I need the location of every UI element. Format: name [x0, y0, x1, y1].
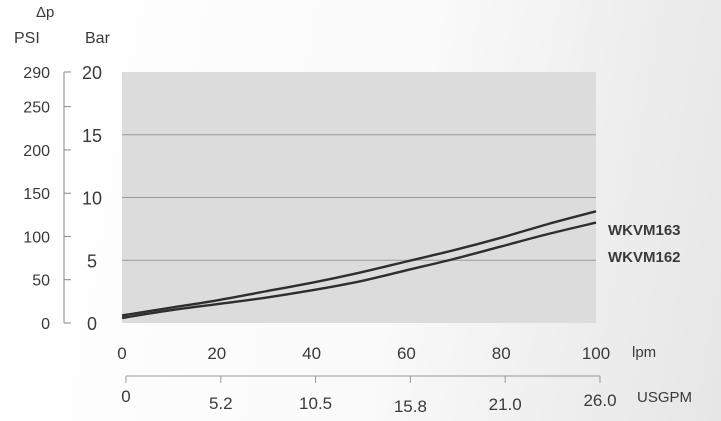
bar-tick-label-0: 0 — [87, 314, 97, 334]
lpm-tick-label-20: 20 — [207, 344, 226, 363]
bar-tick-label-5: 5 — [87, 251, 97, 271]
lpm-unit-label: lpm — [632, 344, 656, 361]
usgpm-tick-label-0: 0 — [121, 387, 130, 406]
lpm-tick-label-40: 40 — [302, 344, 321, 363]
usgpm-unit-label: USGPM — [637, 389, 692, 406]
usgpm-tick-label-5.2: 5.2 — [209, 394, 233, 413]
series-line-wkvm162 — [121, 221, 597, 320]
grid-lines — [122, 134, 596, 261]
bar-tick-label-10: 10 — [82, 189, 102, 209]
usgpm-tick-label-10.5: 10.5 — [299, 394, 332, 413]
series-label-wkvm162: WKVM162 — [608, 249, 681, 266]
psi-tick-label-50: 50 — [32, 273, 50, 290]
lpm-tick-label-0: 0 — [117, 344, 126, 363]
usgpm-tick-label-15.8: 15.8 — [394, 397, 427, 416]
psi-tick-label-290: 290 — [23, 65, 50, 82]
psi-tick-label-200: 200 — [23, 143, 50, 160]
series-label-wkvm163: WKVM163 — [608, 222, 681, 239]
usgpm-tick-label-26.0: 26.0 — [583, 391, 616, 410]
lpm-tick-label-80: 80 — [492, 344, 511, 363]
delta-p-label: Δp — [36, 4, 54, 21]
lpm-tick-label-60: 60 — [397, 344, 416, 363]
series-line-wkvm163 — [121, 210, 597, 317]
psi-tick-label-150: 150 — [23, 186, 50, 203]
bar-tick-label-20: 20 — [82, 63, 102, 83]
bar-unit-label: Bar — [85, 30, 111, 47]
lpm-tick-label-100: 100 — [582, 344, 610, 363]
psi-unit-label: PSI — [14, 30, 40, 47]
psi-tick-label-250: 250 — [23, 100, 50, 117]
series-lines — [121, 210, 597, 320]
psi-tick-label-100: 100 — [23, 229, 50, 246]
psi-tick-label-0: 0 — [41, 316, 50, 333]
usgpm-tick-label-21.0: 21.0 — [489, 395, 522, 414]
bar-tick-label-15: 15 — [82, 126, 102, 146]
